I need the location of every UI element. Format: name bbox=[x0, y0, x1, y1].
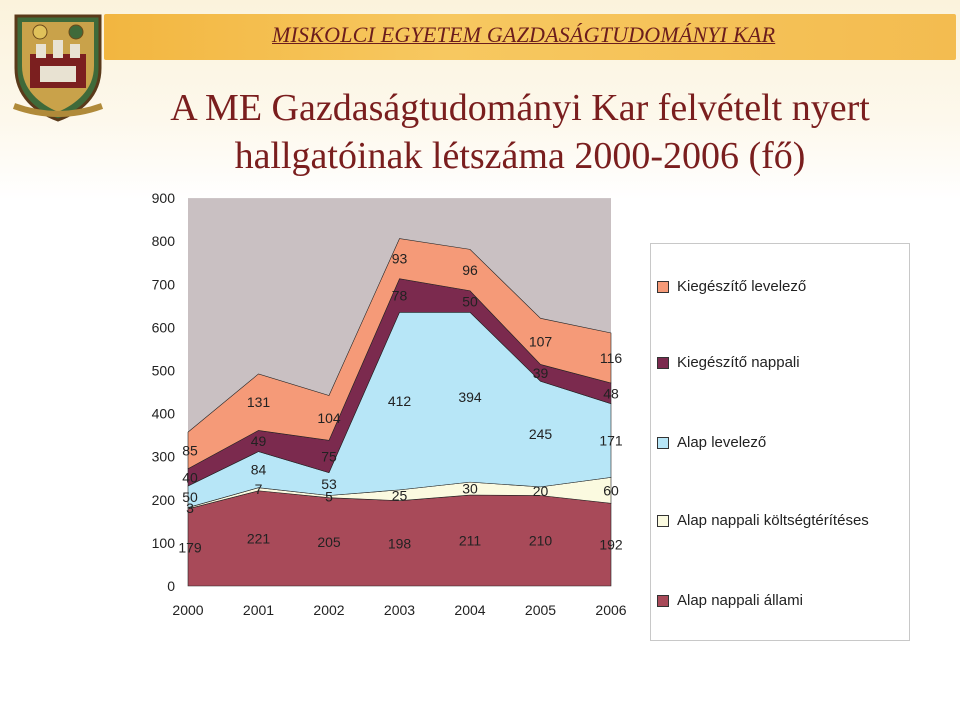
data-label: 78 bbox=[392, 288, 408, 304]
legend-item: Kiegészítő nappali bbox=[657, 354, 800, 371]
x-tick-label: 2005 bbox=[525, 602, 556, 618]
data-label: 39 bbox=[533, 365, 549, 381]
data-label: 53 bbox=[321, 476, 337, 492]
data-label: 210 bbox=[529, 533, 553, 549]
title-line-2: hallgatóinak létszáma 2000-2006 (fő) bbox=[234, 135, 806, 177]
institution-banner bbox=[104, 14, 956, 60]
data-label: 96 bbox=[462, 262, 478, 278]
chart-legend: Kiegészítő levelező Kiegészítő nappali Ala… bbox=[650, 243, 910, 641]
y-tick-label: 400 bbox=[152, 406, 176, 422]
data-label: 75 bbox=[321, 448, 337, 464]
legend-swatch bbox=[657, 280, 669, 293]
data-label: 84 bbox=[251, 462, 267, 478]
x-tick-label: 2006 bbox=[595, 602, 626, 618]
data-label: 171 bbox=[599, 433, 623, 449]
title-line-1: A ME Gazdaságtudományi Kar felvételt nye… bbox=[170, 87, 870, 129]
y-tick-label: 700 bbox=[152, 276, 176, 292]
legend-swatch bbox=[657, 514, 669, 527]
data-label: 25 bbox=[392, 487, 408, 503]
data-label: 394 bbox=[458, 389, 482, 405]
x-tick-label: 2000 bbox=[172, 602, 203, 618]
data-label: 3 bbox=[186, 500, 194, 516]
data-label: 7 bbox=[255, 481, 263, 497]
legend-swatch bbox=[657, 594, 669, 607]
data-label: 104 bbox=[317, 410, 341, 426]
legend-swatch bbox=[657, 436, 669, 449]
legend-label: Kiegészítő levelező bbox=[677, 278, 807, 295]
data-label: 211 bbox=[459, 533, 482, 549]
data-label: 179 bbox=[178, 539, 202, 555]
institution-name: MISKOLCI EGYETEM GAZDASÁGTUDOMÁNYI KAR bbox=[272, 22, 776, 47]
university-crest-icon bbox=[12, 14, 104, 122]
legend-swatch bbox=[657, 356, 669, 369]
y-tick-label: 100 bbox=[152, 535, 176, 551]
legend-label: Alap levelező bbox=[677, 434, 767, 451]
legend-label: Kiegészítő nappali bbox=[677, 354, 800, 371]
data-label: 107 bbox=[529, 333, 553, 349]
y-tick-label: 900 bbox=[152, 190, 176, 206]
legend-label: Alap nappali állami bbox=[677, 592, 803, 609]
legend-label: Alap nappali költségtérítéses bbox=[677, 512, 869, 529]
data-label: 5 bbox=[325, 489, 333, 505]
x-tick-label: 2004 bbox=[454, 602, 485, 618]
y-tick-label: 800 bbox=[152, 233, 176, 249]
data-label: 40 bbox=[182, 469, 198, 485]
x-tick-label: 2003 bbox=[384, 602, 415, 618]
data-label: 50 bbox=[182, 489, 198, 505]
y-tick-label: 200 bbox=[152, 492, 176, 508]
legend-item: Alap nappali állami bbox=[657, 592, 803, 609]
y-tick-label: 600 bbox=[152, 319, 176, 335]
x-tick-label: 2002 bbox=[313, 602, 344, 618]
data-label: 198 bbox=[388, 535, 412, 551]
y-tick-label: 0 bbox=[167, 578, 175, 594]
page-title: A ME Gazdaságtudományi Kar felvételt nye… bbox=[120, 84, 920, 180]
area-series-kieg-sz-t-levelez- bbox=[187, 238, 612, 470]
data-label: 60 bbox=[603, 482, 619, 498]
y-tick-label: 500 bbox=[152, 363, 176, 379]
data-label: 131 bbox=[247, 394, 271, 410]
data-label: 20 bbox=[533, 483, 549, 499]
data-label: 116 bbox=[600, 350, 623, 366]
data-label: 49 bbox=[251, 433, 267, 449]
legend-item: Kiegészítő levelező bbox=[657, 278, 806, 295]
data-label: 245 bbox=[529, 426, 553, 442]
data-label: 48 bbox=[603, 385, 619, 401]
data-label: 30 bbox=[462, 481, 478, 497]
data-label: 93 bbox=[392, 251, 408, 267]
data-label: 85 bbox=[182, 442, 198, 458]
legend-item: Alap nappali költségtérítéses bbox=[657, 512, 869, 529]
legend-item: Alap levelező bbox=[657, 434, 766, 451]
y-tick-label: 300 bbox=[152, 449, 176, 465]
data-label: 50 bbox=[462, 294, 478, 310]
data-label: 205 bbox=[317, 534, 341, 550]
data-label: 412 bbox=[388, 393, 412, 409]
data-label: 192 bbox=[599, 537, 623, 553]
data-label: 221 bbox=[247, 530, 271, 546]
x-tick-label: 2001 bbox=[243, 602, 274, 618]
